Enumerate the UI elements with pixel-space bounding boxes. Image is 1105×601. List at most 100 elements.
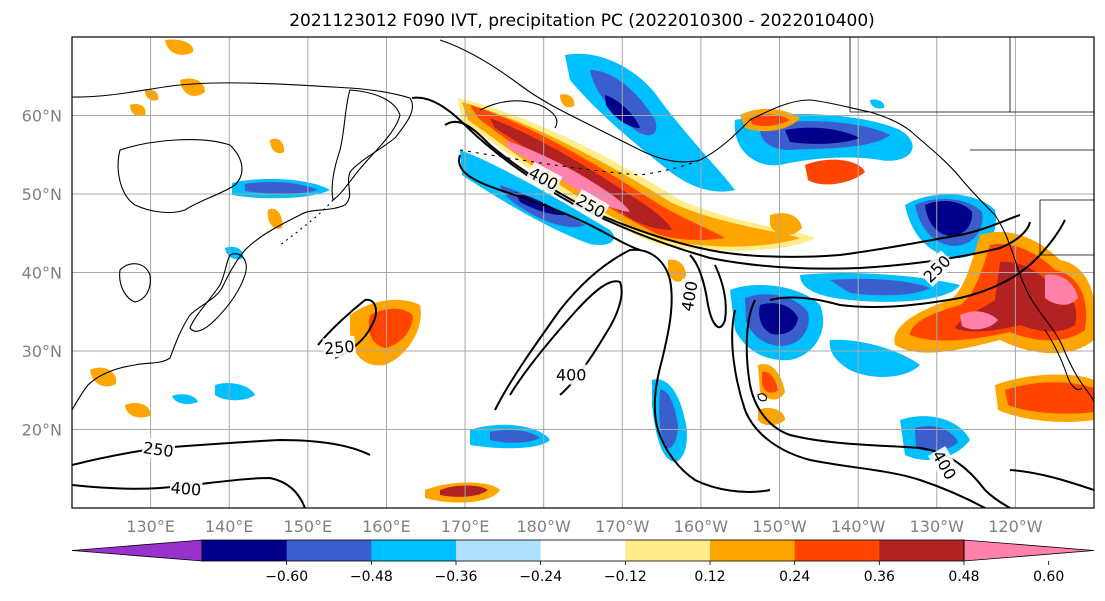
colorbar-tick-label: −0.36 — [435, 569, 478, 585]
ivt-contour-east-loop — [689, 254, 727, 329]
ivt-contour-400-south-branch — [509, 280, 623, 396]
latitude-tick-labels: 20°N 30°N 40°N 50°N 60°N — [22, 107, 62, 440]
coastline-hawaii — [757, 393, 767, 402]
contour-label: 400 — [676, 278, 702, 314]
contour-label-text: 250 — [323, 337, 355, 359]
lon-tick-label: 170°W — [595, 517, 650, 536]
contour-label-background — [141, 436, 176, 462]
coastline-alaska-west — [479, 100, 558, 129]
negative-alaska-core — [590, 70, 657, 136]
colorbar-tick-label: −0.60 — [265, 569, 308, 585]
colorbar-swatch — [879, 540, 965, 561]
longitude-tick-labels: 130°E 140°E 150°E 160°E 170°E 180°W 170°W 160°W… — [126, 517, 1042, 536]
lon-tick-label: 130°W — [910, 517, 965, 536]
coastlines — [72, 37, 1094, 411]
contour-label-background — [169, 477, 203, 500]
colorbar-swatch — [794, 540, 880, 561]
positive-patch-1 — [165, 39, 194, 55]
negative-patch-west-2 — [172, 394, 198, 404]
negative-east-band-core — [830, 278, 930, 296]
positive-mexico-red — [1005, 382, 1094, 414]
colorbar: −0.60 −0.48 −0.36 −0.24 −0.12 0.12 0.24 0.36 0.4… — [71, 539, 1095, 585]
coastline-asia — [72, 82, 413, 411]
positive-tropics-darkred — [440, 485, 488, 497]
positive-patch-5 — [270, 138, 285, 154]
colorbar-extend-low — [71, 539, 203, 562]
ivt-contour-250-east — [769, 219, 1066, 308]
contour-label-background — [572, 189, 610, 223]
colorbar-swatch — [202, 540, 288, 561]
positive-hawaii-red — [762, 371, 778, 393]
lat-tick-label: 50°N — [22, 185, 62, 204]
contour-label-background — [322, 335, 357, 359]
colorbar-tick-label: −0.48 — [350, 569, 393, 585]
colorbar-frame — [201, 539, 965, 562]
colorbar-tick-label: −0.12 — [604, 569, 647, 585]
positive-patch-7 — [560, 94, 575, 108]
ivt-contour-400-north — [444, 120, 1021, 258]
lon-tick-label: 150°E — [284, 517, 333, 536]
lon-tick-label: 130°E — [126, 517, 175, 536]
lon-tick-label: 170°E — [441, 517, 490, 536]
colorbar-extend-high — [963, 539, 1095, 562]
lon-tick-label: 160°E — [362, 517, 411, 536]
positive-patch-2 — [180, 78, 205, 96]
colorbar-swatch — [625, 540, 711, 561]
coastline-canada-inland — [849, 37, 1094, 256]
lat-tick-label: 60°N — [22, 107, 62, 126]
ivt-contour-250-southwest — [72, 438, 371, 466]
negative-patch-west — [215, 383, 255, 401]
lon-tick-label: 140°E — [205, 517, 254, 536]
coastline-north-america — [994, 214, 1094, 403]
negative-central-east — [829, 339, 920, 377]
contour-label-background — [555, 364, 588, 385]
positive-band-darkred — [490, 118, 672, 230]
map-title: 2021123012 F090 IVT, precipitation PC (2… — [289, 11, 875, 31]
positive-patch-3 — [145, 89, 159, 101]
ivt-contour-250-east-outer — [731, 309, 986, 508]
coastline-korea — [119, 263, 151, 303]
contour-label-background — [676, 278, 702, 314]
colorbar-swatch — [286, 540, 372, 561]
colorbar-tick-label: 0.24 — [779, 569, 810, 585]
positive-bc-coast — [805, 159, 865, 185]
negative-tropical-streak-core — [490, 430, 540, 443]
map-frame — [71, 36, 1095, 509]
colorbar-tick-label: 0.12 — [694, 569, 725, 585]
lon-tick-label: 150°W — [752, 517, 807, 536]
coastline-aleutians — [459, 149, 701, 176]
contour-label-background — [524, 161, 563, 195]
ivt-contour-east-bottom — [1009, 469, 1094, 491]
ivt-contour-400-inner — [458, 154, 641, 251]
lon-tick-label: 140°W — [831, 517, 886, 536]
contour-label-background — [927, 445, 962, 484]
positive-patch-9 — [125, 403, 151, 418]
coastline-japan — [189, 253, 247, 332]
colorbar-tick-label: 0.36 — [864, 569, 895, 585]
contour-label-background — [918, 250, 956, 287]
colorbar-swatch — [710, 540, 796, 561]
lon-tick-label: 120°W — [988, 517, 1043, 536]
ivt-contour-400-east — [745, 299, 1011, 508]
lat-tick-label: 20°N — [22, 421, 62, 440]
positive-patch-11 — [668, 259, 686, 282]
colorbar-swatch — [371, 540, 457, 561]
ivt-contours — [72, 96, 1094, 508]
positive-california-pink — [960, 274, 1078, 330]
contour-label-text: 400 — [556, 366, 587, 385]
positive-east-of-hawaii — [758, 408, 785, 426]
ivt-contour-west-loop — [317, 298, 377, 359]
coastline-kamchatka — [331, 89, 401, 201]
positive-patch-10 — [770, 213, 802, 236]
coastline-baja — [1044, 329, 1083, 391]
positive-patch-8 — [90, 367, 117, 387]
contour-label: 400 — [555, 364, 588, 385]
lon-tick-label: 160°W — [674, 517, 729, 536]
colorbar-swatch — [540, 540, 626, 561]
contour-label: 400 — [169, 477, 203, 500]
contour-label-text: 250 — [142, 438, 175, 461]
coastline-okhotsk — [117, 139, 243, 214]
lat-tick-label: 40°N — [22, 264, 62, 283]
